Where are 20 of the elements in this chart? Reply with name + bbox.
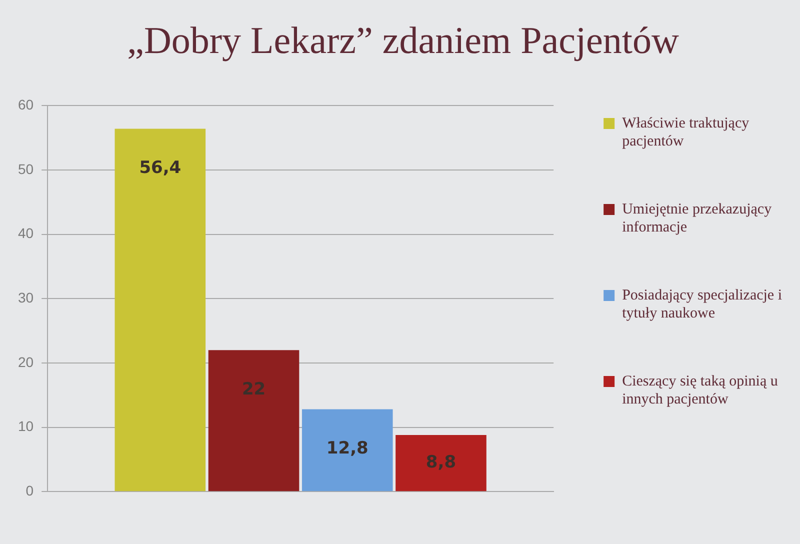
y-tick-label: 10 [18, 418, 34, 434]
bar [396, 434, 486, 492]
data-label: 22 [242, 379, 266, 400]
y-tick-label: 40 [18, 225, 34, 242]
bar [302, 409, 393, 492]
bar [208, 350, 300, 492]
legend-label: Właściwie traktujący pacjentów [622, 115, 750, 150]
data-label: 56,4 [139, 158, 182, 178]
legend-label: Cieszący się taką opinią u innych pacjentów [622, 373, 778, 408]
y-tick-label: 50 [18, 160, 34, 177]
y-tick-label: 30 [18, 289, 34, 306]
bar [114, 128, 206, 492]
data-label: 12,8 [326, 438, 368, 459]
y-tick-label: 0 [26, 482, 34, 498]
y-tick-label: 20 [18, 354, 34, 370]
legend-label: Umiejętnie przekazujący informacje [622, 201, 772, 236]
legend-label: Posiadający specjalizacje i tytuły naukowe [622, 287, 782, 322]
chart-title: „Dobry Lekarz” zdaniem Pacjentów [127, 20, 680, 62]
y-tick-label: 60 [18, 96, 34, 112]
data-label: 8,8 [426, 452, 456, 472]
